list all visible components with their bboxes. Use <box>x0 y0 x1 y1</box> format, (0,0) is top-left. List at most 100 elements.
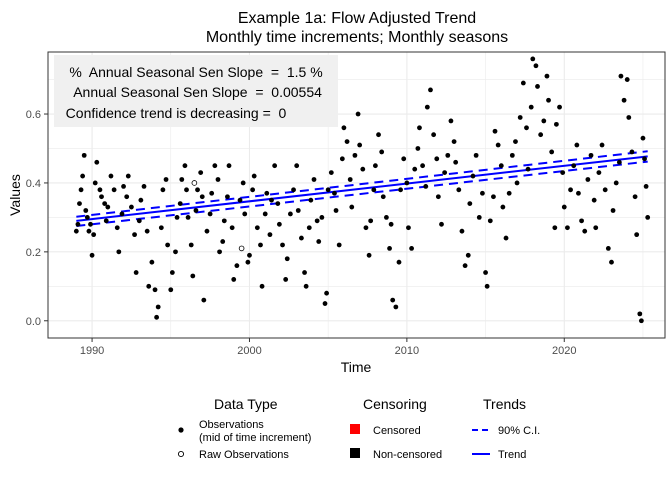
observation-point <box>125 173 131 179</box>
observation-point <box>492 128 498 134</box>
observation-point <box>495 142 501 148</box>
observation-point <box>231 277 237 282</box>
legend-label-raw-observations: Raw Observations <box>199 449 289 461</box>
observation-point <box>280 242 285 248</box>
trend-lines <box>76 155 648 222</box>
observation-point <box>179 177 185 182</box>
observation-point <box>229 225 235 231</box>
observation-point <box>442 170 448 176</box>
observation-point <box>247 252 252 258</box>
observation-point <box>553 121 559 127</box>
observation-point <box>103 218 109 224</box>
observation-point <box>302 270 307 275</box>
observation-point <box>637 311 643 317</box>
observation-point <box>283 277 289 282</box>
observation-point <box>387 246 392 251</box>
observation-point <box>360 166 366 172</box>
observation-point <box>207 211 213 217</box>
observation-point <box>609 259 614 265</box>
observation-point <box>591 197 597 203</box>
observation-point <box>470 173 476 179</box>
observation-point <box>372 163 378 169</box>
observation-point <box>195 187 200 193</box>
observation-point <box>242 211 248 217</box>
observation-point <box>102 201 108 207</box>
observation-point <box>237 197 243 203</box>
observation-point <box>108 173 114 179</box>
observation-point <box>561 204 567 210</box>
observation-point <box>144 228 150 234</box>
observation-point <box>88 221 93 227</box>
observation-point <box>462 263 468 269</box>
observation-point <box>643 183 649 189</box>
observation-point <box>185 214 191 220</box>
observation-point <box>406 225 411 231</box>
observation-point <box>379 149 385 155</box>
observation-point <box>355 111 361 117</box>
observation-point <box>634 232 640 238</box>
observation-point <box>124 194 130 200</box>
legend-title-censoring: Censoring <box>363 396 427 412</box>
observation-point <box>129 204 134 210</box>
annotation-line-3: Confidence trend is decreasing = 0 <box>66 105 287 121</box>
chart-subtitle: Monthly time increments; Monthly seasons <box>206 29 508 46</box>
observation-point <box>114 225 120 231</box>
observation-point <box>557 104 562 110</box>
legend-key-censored-icon <box>350 424 360 434</box>
observation-point <box>83 208 89 213</box>
observation-point <box>287 211 293 217</box>
observation-point <box>396 259 402 265</box>
observation-point <box>371 187 377 193</box>
observation-point <box>514 180 520 186</box>
observation-point <box>640 135 646 141</box>
annotation-box <box>54 55 338 127</box>
observation-point <box>599 142 605 148</box>
observation-point <box>423 183 429 189</box>
observation-point <box>325 187 331 193</box>
observation-point <box>579 218 584 224</box>
observation-point <box>299 235 304 241</box>
observation-point <box>424 104 430 110</box>
observation-point <box>149 259 155 265</box>
observation-point <box>487 218 493 224</box>
observation-point <box>154 314 160 320</box>
observation-point <box>366 252 372 258</box>
observation-point <box>629 149 635 155</box>
x-tick-label: 2010 <box>395 345 419 357</box>
legend-key-raw-observations-icon <box>177 450 185 458</box>
observation-point <box>314 218 320 224</box>
x-axis-ticks: 1990 2000 2010 2020 <box>80 338 577 357</box>
observation-point <box>73 228 79 234</box>
legend-label-trend: Trend <box>498 449 526 461</box>
observation-point <box>146 283 152 289</box>
legend: Data Type Observations (mid of time incr… <box>177 396 540 461</box>
observation-point <box>388 221 394 227</box>
observation-point <box>352 152 358 158</box>
observation-point <box>116 249 122 255</box>
observation-point <box>456 187 462 193</box>
observation-point <box>568 187 573 193</box>
observation-point <box>368 218 374 224</box>
observation-point <box>99 194 104 200</box>
legend-label-ci: 90% C.I. <box>498 425 540 437</box>
observation-point <box>339 156 345 162</box>
observation-point <box>582 228 588 234</box>
observation-point <box>188 242 194 248</box>
observation-point <box>376 132 381 138</box>
observation-point <box>476 214 482 220</box>
observation-point <box>624 77 630 82</box>
y-tick-label: 0.0 <box>26 316 41 328</box>
observation-point <box>632 194 638 200</box>
observation-point <box>459 228 465 234</box>
x-tick-label: 2020 <box>552 345 576 357</box>
legend-label-observations-line-1: Observations <box>199 419 264 431</box>
observation-point <box>525 166 531 172</box>
observation-point <box>513 139 518 144</box>
observation-point <box>160 187 166 193</box>
observation-point <box>152 287 158 293</box>
observation-point <box>571 163 577 169</box>
observation-point <box>549 149 555 155</box>
observation-point <box>240 180 246 186</box>
observation-point <box>544 73 550 79</box>
observation-point <box>291 187 296 193</box>
